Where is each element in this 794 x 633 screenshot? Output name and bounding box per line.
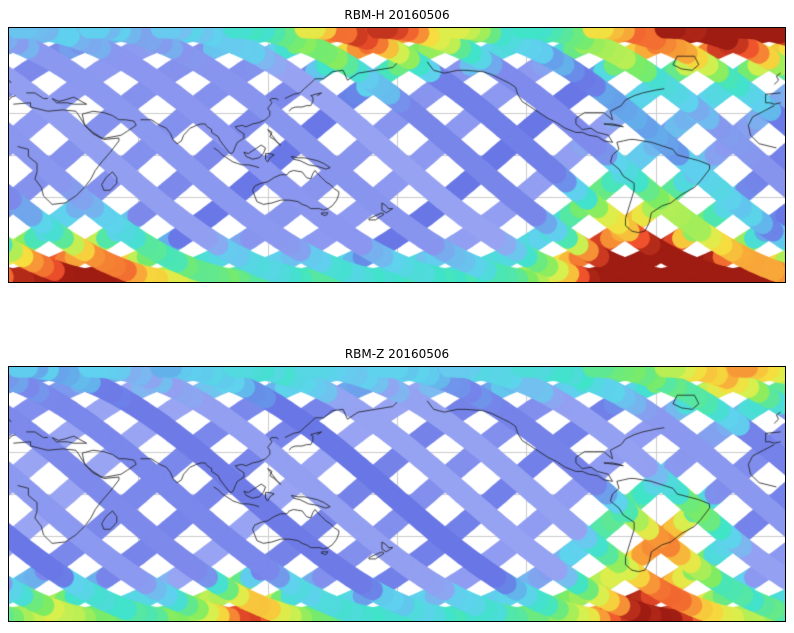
plot-area-rbm-z [8,366,786,622]
panel-title-rbm-h: RBM-H 20160506 [344,8,450,22]
map-canvas-rbm-z [9,367,785,621]
plot-area-rbm-h [8,27,786,283]
panel-title-rbm-z: RBM-Z 20160506 [344,347,450,361]
map-canvas-rbm-h [9,28,785,282]
